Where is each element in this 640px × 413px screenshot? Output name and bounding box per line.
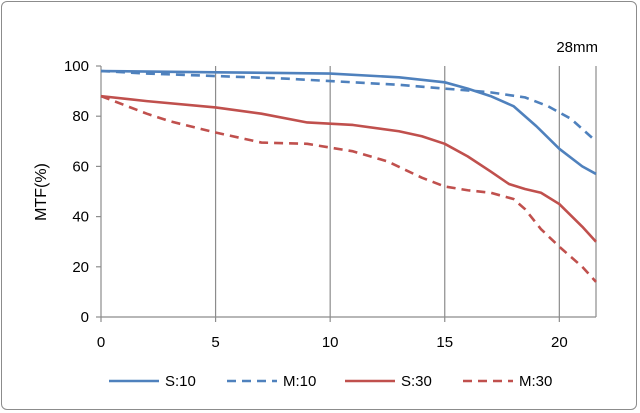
- y-tick-label: 100: [64, 58, 89, 75]
- x-tick-label: 5: [211, 334, 219, 351]
- legend-item: M:10: [227, 373, 316, 390]
- legend-item: S:10: [109, 373, 196, 390]
- x-tick-label: 20: [551, 334, 568, 351]
- legend: S:10 M:10 S:30 M:30: [109, 373, 552, 390]
- legend-label: M:30: [519, 373, 552, 390]
- x-tick-label: 10: [322, 334, 339, 351]
- focal-length-annotation: 28mm: [556, 39, 598, 56]
- y-tick-label: 20: [72, 259, 89, 276]
- y-tick-label: 40: [72, 209, 89, 226]
- series-line-m-10: [100, 69, 597, 143]
- legend-item: M:30: [463, 373, 552, 390]
- legend-item: S:30: [345, 373, 432, 390]
- legend-label: S:10: [165, 373, 196, 390]
- y-axis-title: MTF(%): [33, 163, 50, 221]
- y-tick-label: 80: [72, 108, 89, 125]
- y-tick-label: 60: [72, 158, 89, 175]
- legend-label: S:30: [401, 373, 432, 390]
- y-tick-label: 0: [81, 309, 89, 326]
- label-layer: 0 20 40 60 80 100 0 5 10 15 20: [64, 58, 568, 351]
- legend-label: M:10: [283, 373, 316, 390]
- series-layer: [100, 69, 597, 283]
- series-line-s-30: [100, 94, 597, 243]
- series-line-m-30: [100, 94, 597, 283]
- x-tick-label: 15: [436, 334, 453, 351]
- x-tick-label: 0: [97, 334, 105, 351]
- axis-layer: [96, 65, 596, 322]
